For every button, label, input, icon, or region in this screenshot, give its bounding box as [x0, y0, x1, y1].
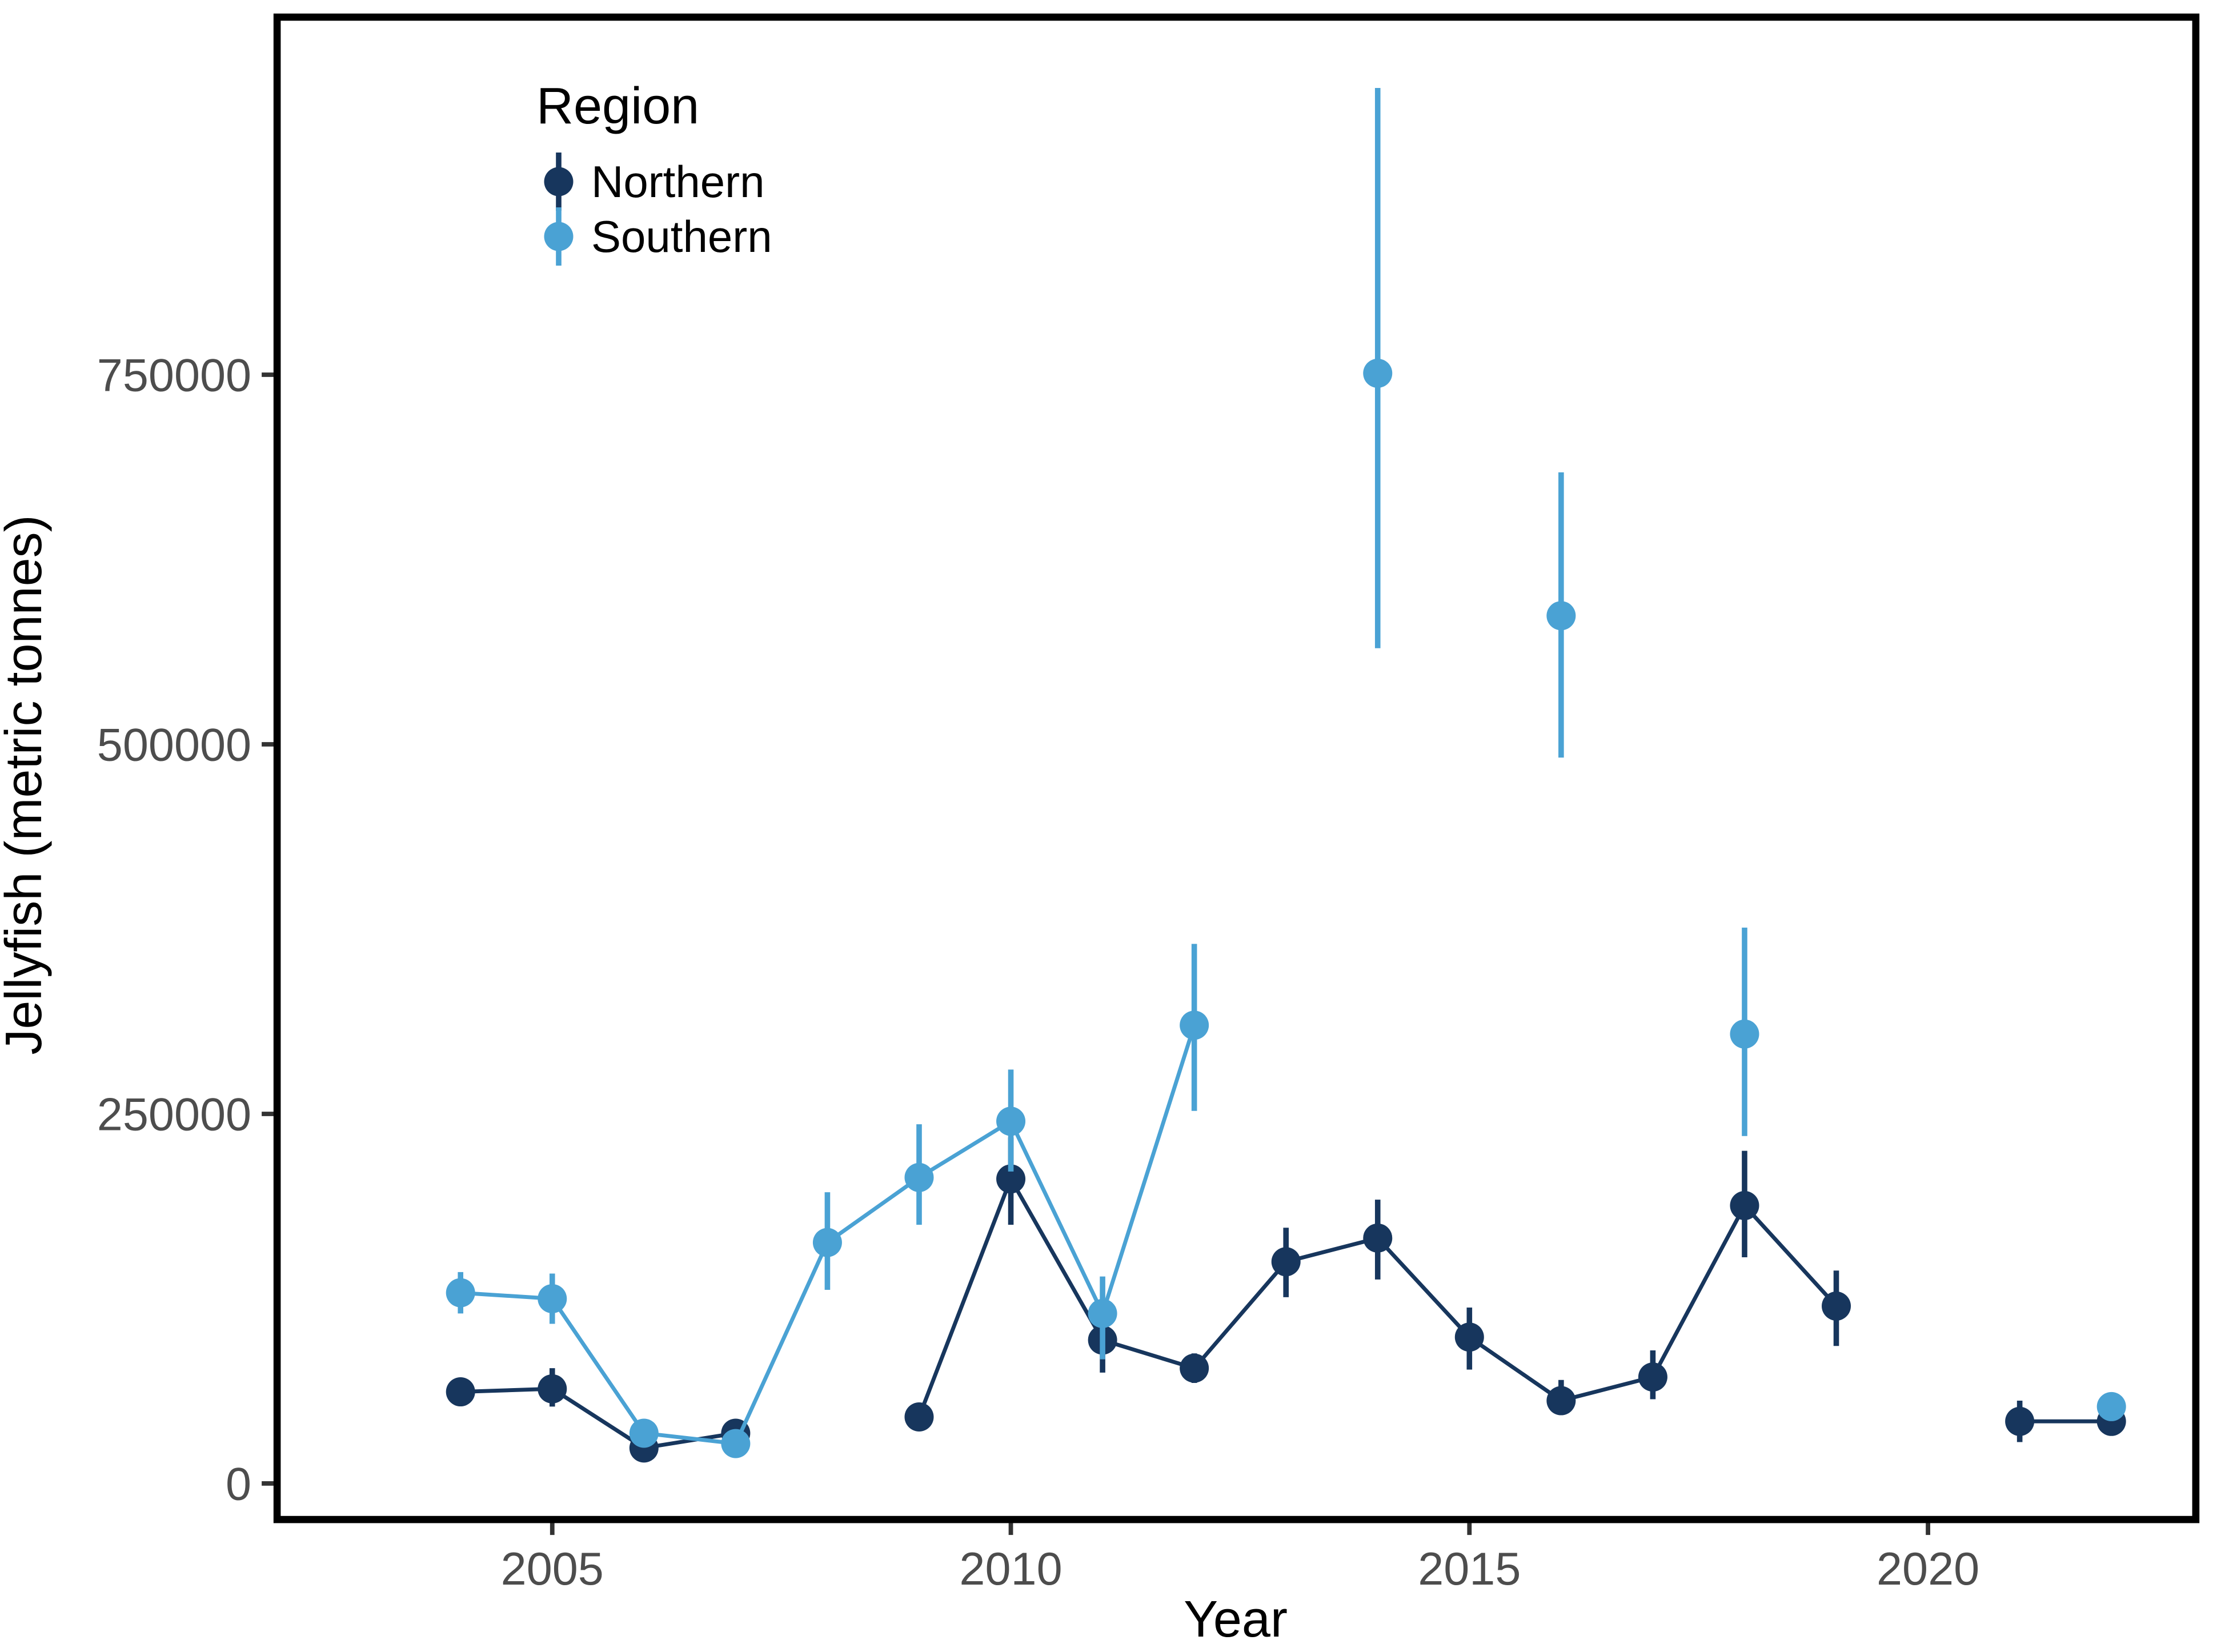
point-northern-2021	[2005, 1406, 2035, 1436]
line-northern-segment-1	[460, 1386, 736, 1450]
y-tick-label-750000: 750000	[97, 350, 251, 402]
point-southern-2009	[904, 1162, 934, 1192]
point-northern-2015	[1454, 1322, 1484, 1352]
point-southern-2018	[1730, 1019, 1759, 1049]
legend-label-southern: Southern	[591, 211, 772, 262]
point-southern-2022	[2096, 1392, 2126, 1421]
x-axis-title: Year	[1184, 1591, 1288, 1648]
point-northern-2014	[1363, 1223, 1393, 1253]
point-northern-2018	[1730, 1190, 1759, 1220]
series-southern	[446, 87, 2126, 1458]
panel-border	[273, 13, 2200, 1523]
legend-entry-northern: Northern	[544, 153, 764, 211]
plot-area: 2005 2010 2015 2020 0 250000 500000 750000	[97, 13, 2200, 1595]
point-southern-2007	[721, 1429, 751, 1458]
point-key-icon	[544, 222, 574, 251]
x-tick-label-2005: 2005	[501, 1543, 604, 1595]
point-southern-2010	[996, 1106, 1026, 1136]
x-tick-label-2015: 2015	[1418, 1543, 1521, 1595]
x-tick-label-2020: 2020	[1877, 1543, 1979, 1595]
legend-title: Region	[536, 78, 699, 135]
legend-label-northern: Northern	[591, 157, 764, 207]
point-northern-2005	[538, 1374, 567, 1404]
point-northern-2016	[1546, 1386, 1576, 1416]
y-axis-title: Jellyfish (metric tonnes)	[0, 515, 53, 1054]
point-southern-2011	[1088, 1298, 1117, 1328]
point-northern-2010	[996, 1164, 1026, 1194]
point-northern-2004	[446, 1377, 475, 1407]
point-southern-2008	[812, 1228, 842, 1257]
point-southern-2005	[538, 1284, 567, 1313]
point-northern-2019	[1822, 1291, 1851, 1321]
point-southern-2016	[1546, 601, 1576, 631]
y-tick-label-0: 0	[226, 1458, 251, 1510]
point-key-icon	[544, 167, 574, 197]
point-southern-2006	[629, 1418, 659, 1448]
point-southern-2004	[446, 1278, 475, 1308]
legend-entry-southern: Southern	[544, 207, 772, 266]
y-tick-label-250000: 250000	[97, 1089, 251, 1140]
point-northern-2013	[1271, 1247, 1301, 1277]
x-tick-label-2010: 2010	[959, 1543, 1062, 1595]
point-northern-2012	[1180, 1353, 1209, 1383]
y-tick-label-500000: 500000	[97, 719, 251, 771]
series-northern	[446, 1137, 2126, 1463]
point-northern-2009	[904, 1402, 934, 1432]
point-northern-2017	[1638, 1362, 1667, 1392]
point-southern-2014	[1363, 358, 1393, 388]
point-southern-2012	[1180, 1011, 1209, 1040]
legend: Region Northern Southern	[536, 78, 772, 266]
